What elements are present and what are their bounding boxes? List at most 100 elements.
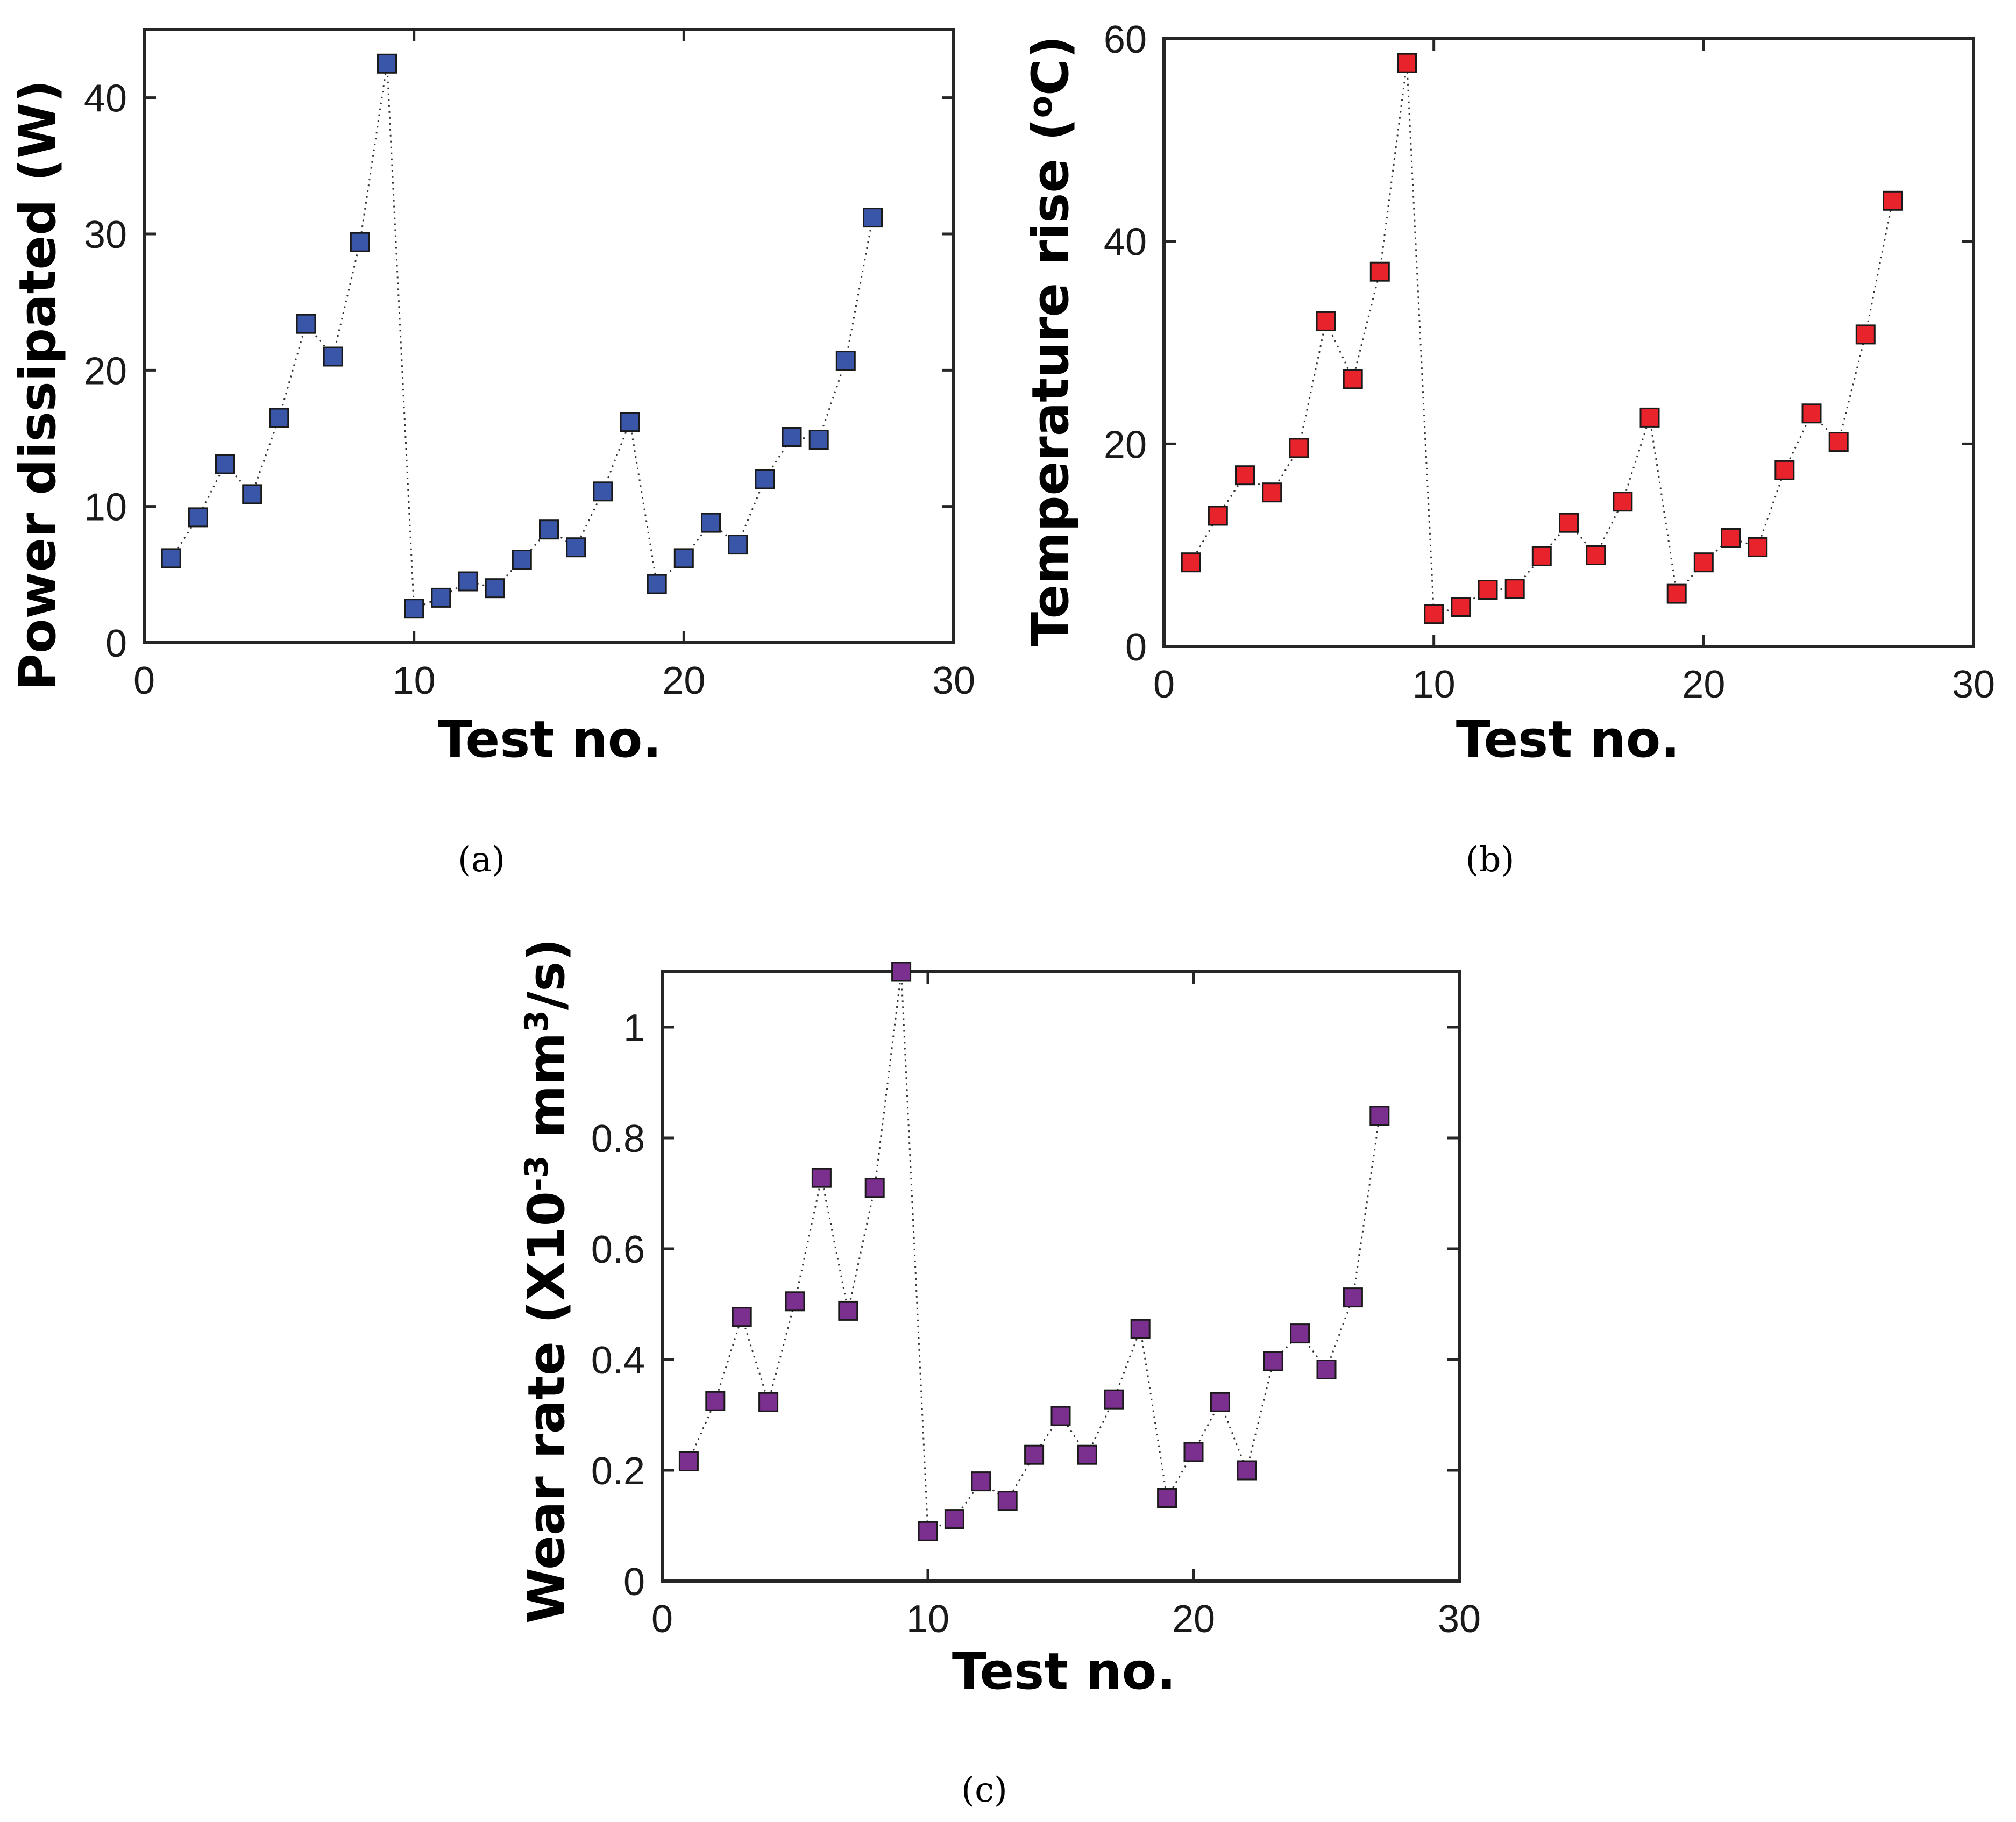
data-point-b-19 bbox=[1666, 583, 1687, 604]
data-point-a-15 bbox=[539, 519, 559, 540]
data-point-b-1 bbox=[1181, 552, 1201, 573]
data-point-a-2 bbox=[188, 507, 208, 528]
x-tick-label-c: 0 bbox=[651, 1598, 673, 1641]
y-axis-title-c-sup2: 3 bbox=[518, 1010, 556, 1033]
y-axis-title-b-end: C) bbox=[1021, 35, 1080, 96]
data-point-c-7 bbox=[838, 1300, 858, 1321]
x-tick-label-b: 30 bbox=[1952, 663, 1995, 706]
data-point-c-14 bbox=[1024, 1444, 1045, 1465]
data-point-b-3 bbox=[1235, 465, 1255, 486]
data-point-c-4 bbox=[758, 1392, 779, 1412]
x-tick-label-b: 10 bbox=[1412, 663, 1456, 706]
y-axis-title-c-mid: mm bbox=[517, 1033, 576, 1156]
plot-frame-a bbox=[143, 28, 955, 644]
y-tick-label-c: 0.6 bbox=[591, 1228, 645, 1271]
data-point-a-12 bbox=[458, 571, 478, 592]
data-point-a-8 bbox=[350, 232, 370, 252]
data-point-c-8 bbox=[864, 1178, 885, 1198]
data-point-a-13 bbox=[485, 578, 505, 599]
data-point-c-20 bbox=[1183, 1442, 1204, 1462]
y-axis-title-a: Power dissipated (W) bbox=[9, 80, 67, 691]
data-point-b-18 bbox=[1639, 407, 1660, 428]
data-point-a-6 bbox=[296, 314, 316, 334]
y-tick-label-b: 40 bbox=[1104, 221, 1147, 264]
data-point-c-26 bbox=[1343, 1287, 1363, 1308]
plot-frame-c bbox=[661, 970, 1461, 1583]
data-point-a-18 bbox=[620, 412, 640, 432]
data-point-a-19 bbox=[647, 574, 667, 594]
panel-b: 0 10 20 30 0 20 40 60 Test no. Temperature rise… bbox=[1021, 18, 1995, 880]
x-axis-title-b: Test no. bbox=[1456, 710, 1680, 769]
data-point-b-26 bbox=[1855, 324, 1876, 345]
plot-frame-b bbox=[1162, 37, 1975, 648]
data-point-c-25 bbox=[1316, 1360, 1337, 1379]
data-point-a-10 bbox=[404, 599, 424, 619]
panel-c: 0 10 20 30 0 0.2 0.4 0.6 0.8 1 Test no. Wear rate… bbox=[517, 938, 1481, 1810]
y-tick-label-a: 10 bbox=[84, 486, 127, 529]
y-tick-label-c: 0.2 bbox=[591, 1450, 645, 1493]
x-tick-label-b: 0 bbox=[1153, 663, 1175, 706]
data-point-b-6 bbox=[1316, 311, 1336, 331]
panel-caption-c: (c) bbox=[961, 1770, 1007, 1810]
data-point-b-24 bbox=[1801, 403, 1822, 424]
data-point-c-27 bbox=[1369, 1106, 1390, 1126]
data-point-c-9 bbox=[891, 962, 912, 982]
data-point-b-7 bbox=[1343, 369, 1363, 389]
data-point-b-17 bbox=[1613, 492, 1633, 512]
data-point-b-8 bbox=[1369, 261, 1390, 282]
data-point-a-3 bbox=[215, 454, 235, 474]
x-tick-label-a: 20 bbox=[662, 659, 705, 702]
y-tick-label-c: 1 bbox=[623, 1007, 645, 1050]
x-axis-title-a: Test no. bbox=[438, 710, 662, 769]
x-axis-title-c: Test no. bbox=[952, 1642, 1176, 1701]
data-point-c-13 bbox=[997, 1491, 1018, 1511]
y-axis-title-c-main: Wear rate (X10 bbox=[517, 1191, 576, 1624]
data-point-c-15 bbox=[1050, 1406, 1071, 1426]
data-point-a-21 bbox=[701, 513, 721, 533]
data-point-a-4 bbox=[242, 484, 262, 504]
y-tick-label-a: 40 bbox=[84, 77, 127, 120]
data-point-a-26 bbox=[835, 351, 856, 371]
y-tick-label-c: 0.8 bbox=[591, 1118, 645, 1161]
data-point-c-19 bbox=[1157, 1488, 1177, 1508]
data-point-a-9 bbox=[377, 53, 397, 74]
y-tick-label-a: 20 bbox=[84, 350, 127, 393]
data-point-b-14 bbox=[1531, 546, 1552, 566]
data-point-a-17 bbox=[593, 481, 613, 502]
data-point-b-13 bbox=[1504, 579, 1525, 599]
data-point-b-11 bbox=[1451, 597, 1471, 617]
data-point-c-17 bbox=[1104, 1389, 1124, 1410]
data-point-b-5 bbox=[1289, 438, 1309, 458]
data-point-a-20 bbox=[673, 548, 694, 568]
data-point-b-27 bbox=[1883, 190, 1903, 211]
data-point-b-15 bbox=[1559, 513, 1579, 533]
data-point-a-23 bbox=[755, 469, 775, 489]
data-point-a-25 bbox=[808, 430, 829, 450]
data-point-a-7 bbox=[323, 346, 343, 367]
y-axis-title-b: Temperature rise (oC) bbox=[1021, 35, 1080, 646]
plot-area-b: 0 10 20 30 0 20 40 60 bbox=[1104, 18, 1995, 706]
x-tick-label-a: 0 bbox=[133, 659, 155, 702]
y-axis-title-b-main: Temperature rise ( bbox=[1021, 118, 1080, 646]
data-point-b-10 bbox=[1424, 604, 1444, 624]
x-tick-label-c: 10 bbox=[906, 1598, 949, 1641]
y-axis-title-b-sup: o bbox=[1022, 96, 1060, 118]
data-point-a-14 bbox=[512, 550, 532, 570]
x-tick-label-c: 30 bbox=[1438, 1598, 1481, 1641]
data-point-c-1 bbox=[678, 1451, 699, 1471]
y-tick-label-a: 0 bbox=[105, 622, 127, 665]
data-point-a-16 bbox=[566, 537, 586, 558]
data-point-c-5 bbox=[785, 1291, 805, 1312]
data-point-c-18 bbox=[1130, 1319, 1151, 1339]
x-tick-label-c: 20 bbox=[1172, 1598, 1215, 1641]
plot-area-c: 0 10 20 30 0 0.2 0.4 0.6 0.8 1 bbox=[591, 962, 1481, 1641]
plot-area-a: 0 10 20 30 0 10 20 30 40 bbox=[84, 28, 975, 702]
data-point-b-20 bbox=[1693, 552, 1714, 573]
data-point-a-11 bbox=[431, 587, 451, 608]
data-point-c-11 bbox=[944, 1509, 964, 1529]
data-point-c-22 bbox=[1237, 1460, 1257, 1481]
y-tick-label-b: 60 bbox=[1104, 18, 1147, 61]
y-tick-label-c: 0.4 bbox=[591, 1339, 645, 1382]
